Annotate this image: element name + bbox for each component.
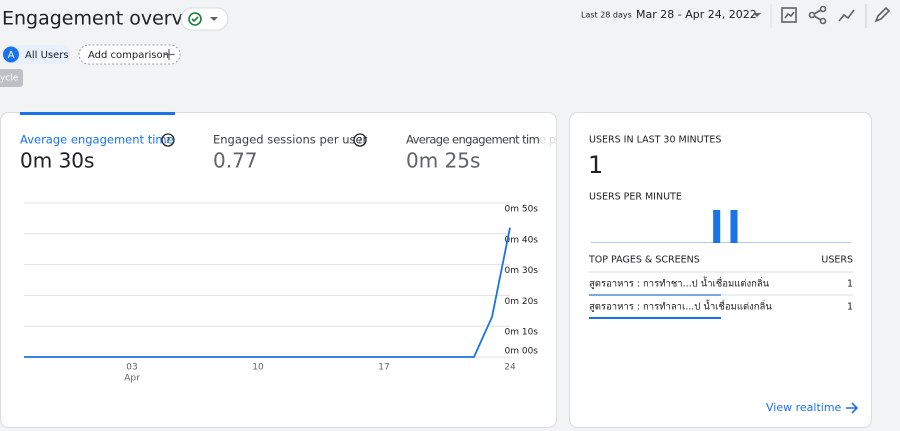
share-icon[interactable] — [819, 5, 827, 13]
table-header: USERS — [821, 255, 853, 266]
per-minute-title: USERS PER MINUTE — [589, 192, 682, 203]
y-tick-label: 0m 10s — [505, 328, 539, 338]
x-tick-label: 10 — [252, 363, 264, 373]
add-comparison-chip[interactable] — [78, 44, 181, 65]
tag — [0, 69, 23, 87]
share-icon-lines — [813, 9, 822, 21]
help-icon — [161, 133, 175, 147]
segment-chip[interactable] — [2, 45, 70, 64]
status-chip[interactable] — [180, 7, 229, 31]
metric-value: 0m 25s — [406, 149, 480, 173]
table-header: TOP PAGES & SCREENS — [588, 255, 700, 266]
avatar-letter: A — [8, 50, 15, 61]
page-users: 1 — [847, 302, 853, 313]
plus-icon — [163, 49, 175, 60]
help-icon — [353, 133, 367, 147]
x-month-label: Apr — [124, 374, 140, 384]
view-realtime-link[interactable]: View realtime — [766, 401, 842, 414]
metric-value: 0m 30s — [20, 149, 94, 173]
users-title: USERS IN LAST 30 MINUTES — [589, 135, 721, 146]
check-icon — [188, 12, 202, 26]
metric-label: Average engagement time p — [406, 133, 556, 147]
page-title: Engagement overview — [2, 8, 215, 30]
line — [24, 227, 511, 358]
x-tick-label: 17 — [378, 363, 389, 373]
share-icon-node — [808, 11, 816, 19]
avatar — [3, 46, 19, 63]
page-name: สูตรอาหาร : การทำชา...ป น้ำเชื่อมแต่งกลิ… — [589, 277, 770, 290]
date-dropdown[interactable] — [753, 13, 761, 17]
y-tick-label: 0m 00s — [505, 347, 539, 357]
metric-value: 0.77 — [213, 149, 258, 173]
active-tab-indicator — [20, 112, 175, 115]
report-icon-line — [784, 11, 795, 19]
metric-label: Average engagement time — [20, 133, 174, 147]
page-users: 1 — [847, 279, 853, 290]
tag-label: ycle — [0, 74, 19, 84]
edit-icon[interactable] — [874, 6, 891, 23]
share-icon-node — [819, 17, 827, 25]
arrow-icon[interactable] — [846, 402, 859, 414]
report-icon[interactable] — [781, 7, 797, 23]
bar — [713, 210, 721, 243]
help-glyph: ? — [166, 136, 170, 145]
y-tick-label: 0m 50s — [505, 205, 539, 215]
page-name: สูตรอาหาร : การทำลาเ...ป น้ำเชื่อมแต่งกล… — [589, 300, 772, 313]
x-tick-label: 24 — [504, 363, 516, 373]
dropdown-arrow — [210, 17, 218, 21]
insights-icon[interactable] — [838, 9, 855, 22]
y-tick-label: 0m 20s — [505, 297, 539, 307]
realtime-card — [569, 112, 872, 428]
bar — [730, 210, 738, 243]
help-glyph: ? — [358, 136, 362, 145]
y-tick-label: 0m 30s — [505, 266, 539, 276]
add-comparison-label: Add comparison — [88, 50, 169, 61]
users-count: 1 — [588, 151, 603, 179]
fade — [540, 128, 556, 148]
users-bar — [589, 317, 721, 319]
date-range[interactable]: Mar 28 - Apr 24, 2022 — [636, 8, 757, 21]
check-mark — [191, 16, 199, 23]
segment-label: All Users — [25, 50, 69, 61]
metric-label: Engaged sessions per user — [213, 133, 368, 147]
range-label: Last 28 days — [581, 11, 632, 20]
x-tick-label: 03 — [126, 363, 137, 373]
y-tick-label: 0m 40s — [505, 235, 539, 245]
overview-card — [0, 112, 557, 428]
